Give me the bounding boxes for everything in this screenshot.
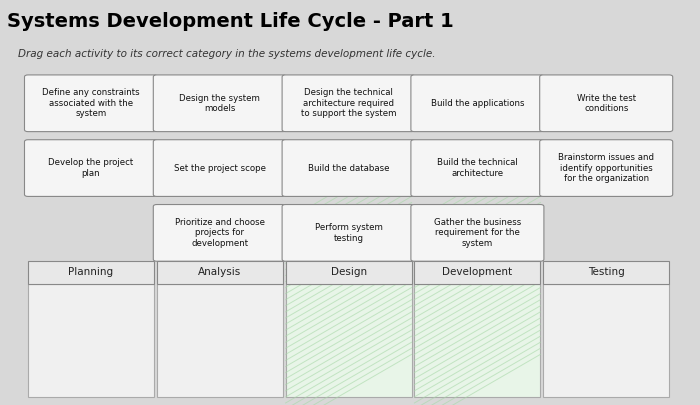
- Text: Design the technical
architecture required
to support the system: Design the technical architecture requir…: [301, 88, 396, 118]
- FancyBboxPatch shape: [540, 75, 673, 132]
- Text: Development: Development: [442, 267, 512, 277]
- Text: Develop the project
plan: Develop the project plan: [48, 158, 134, 178]
- Text: Brainstorm issues and
identify opportunities
for the organization: Brainstorm issues and identify opportuni…: [558, 153, 654, 183]
- FancyBboxPatch shape: [153, 75, 286, 132]
- FancyBboxPatch shape: [411, 205, 544, 261]
- FancyBboxPatch shape: [282, 140, 415, 196]
- FancyBboxPatch shape: [411, 75, 544, 132]
- Text: Analysis: Analysis: [198, 267, 242, 277]
- FancyBboxPatch shape: [543, 261, 669, 284]
- Text: Build the database: Build the database: [308, 164, 389, 173]
- FancyBboxPatch shape: [286, 284, 412, 397]
- FancyBboxPatch shape: [543, 284, 669, 397]
- Text: Set the project scope: Set the project scope: [174, 164, 266, 173]
- FancyBboxPatch shape: [153, 205, 286, 261]
- Text: Design: Design: [330, 267, 367, 277]
- FancyBboxPatch shape: [157, 284, 283, 397]
- FancyBboxPatch shape: [414, 261, 540, 284]
- FancyBboxPatch shape: [282, 75, 415, 132]
- Text: Drag each activity to its correct category in the systems development life cycle: Drag each activity to its correct catego…: [18, 49, 435, 59]
- Text: Planning: Planning: [69, 267, 113, 277]
- FancyBboxPatch shape: [153, 140, 286, 196]
- FancyBboxPatch shape: [25, 75, 158, 132]
- Text: Build the technical
architecture: Build the technical architecture: [437, 158, 518, 178]
- Text: Gather the business
requirement for the
system: Gather the business requirement for the …: [434, 218, 521, 248]
- FancyBboxPatch shape: [286, 261, 412, 284]
- Text: Perform system
testing: Perform system testing: [315, 223, 382, 243]
- Text: Systems Development Life Cycle - Part 1: Systems Development Life Cycle - Part 1: [7, 12, 454, 31]
- FancyBboxPatch shape: [25, 140, 158, 196]
- FancyBboxPatch shape: [157, 261, 283, 284]
- Text: Design the system
models: Design the system models: [179, 94, 260, 113]
- Text: Prioritize and choose
projects for
development: Prioritize and choose projects for devel…: [175, 218, 265, 248]
- FancyBboxPatch shape: [414, 284, 540, 397]
- FancyBboxPatch shape: [28, 284, 154, 397]
- FancyBboxPatch shape: [282, 205, 415, 261]
- FancyBboxPatch shape: [411, 140, 544, 196]
- Text: Write the test
conditions: Write the test conditions: [577, 94, 636, 113]
- Text: Testing: Testing: [588, 267, 624, 277]
- FancyBboxPatch shape: [540, 140, 673, 196]
- Text: Define any constraints
associated with the
system: Define any constraints associated with t…: [42, 88, 140, 118]
- FancyBboxPatch shape: [28, 261, 154, 284]
- Text: Build the applications: Build the applications: [430, 99, 524, 108]
